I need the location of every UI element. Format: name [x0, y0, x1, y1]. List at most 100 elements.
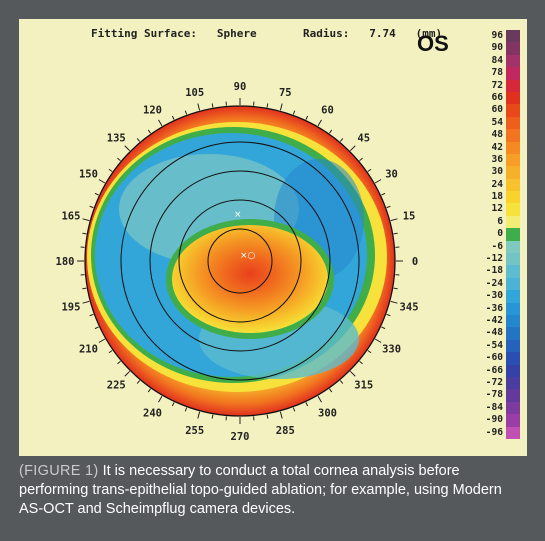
tick-mark: [266, 103, 269, 108]
scale-swatch: [506, 401, 520, 415]
scale-swatch: [506, 290, 520, 303]
tick-mark: [279, 411, 283, 419]
scale-label: -54: [485, 339, 503, 351]
tick-mark: [117, 157, 121, 162]
scale-swatch: [506, 79, 520, 92]
tick-mark: [184, 110, 188, 115]
scale-label: 36: [491, 153, 503, 165]
scale-label: -78: [485, 389, 503, 401]
tick-mark: [367, 350, 372, 354]
angle-label: 150: [79, 169, 98, 181]
tick-mark: [108, 350, 113, 354]
color-scale-bar: [506, 30, 520, 439]
tick-mark: [390, 300, 398, 304]
tick-mark: [211, 414, 214, 419]
scale-label: 6: [497, 215, 503, 227]
angle-label: 330: [382, 344, 401, 356]
scale-swatch: [506, 141, 520, 154]
tick-mark: [339, 138, 344, 142]
scale-swatch: [506, 240, 520, 254]
angle-label: 90: [234, 81, 247, 93]
tick-mark: [94, 192, 99, 196]
angle-label: 345: [400, 301, 419, 313]
angle-label: 105: [185, 87, 204, 99]
scale-label: 90: [491, 42, 503, 54]
tick-mark: [329, 129, 333, 134]
tick-mark: [184, 407, 188, 412]
scale-label: -30: [485, 290, 503, 302]
tick-mark: [359, 360, 363, 365]
scale-swatch: [506, 129, 520, 142]
tick-mark: [393, 287, 398, 290]
scale-swatch: [506, 414, 520, 427]
scale-label: 72: [491, 79, 503, 91]
scale-swatch: [506, 352, 520, 365]
angle-label: 210: [79, 344, 98, 356]
angle-label: 75: [279, 87, 292, 99]
scale-label: -24: [485, 277, 503, 289]
tick-mark: [197, 411, 201, 419]
tick-mark: [374, 338, 382, 343]
tick-mark: [197, 103, 201, 111]
eye-indicator: OS: [417, 31, 449, 56]
scale-label: 78: [491, 67, 503, 79]
angle-label: 255: [185, 425, 204, 437]
scale-label: 54: [491, 116, 503, 128]
scale-label: -36: [485, 302, 503, 314]
angle-label: 225: [107, 380, 126, 392]
scale-label: 30: [491, 166, 503, 178]
angle-label: 165: [61, 211, 80, 223]
tick-mark: [317, 119, 322, 127]
tick-mark: [359, 157, 363, 162]
tick-mark: [390, 218, 398, 222]
scale-label: -90: [485, 414, 503, 426]
angle-label: 120: [143, 104, 162, 116]
scale-label: 42: [491, 141, 503, 153]
angle-label: 315: [354, 380, 373, 392]
ring-2: [178, 199, 302, 323]
angle-label: 180: [56, 256, 75, 268]
scale-label: -84: [485, 401, 503, 413]
scale-label: 96: [491, 30, 503, 41]
tick-mark: [158, 119, 163, 127]
tick-mark: [381, 326, 386, 330]
scale-swatch: [506, 203, 520, 216]
tick-mark: [171, 402, 175, 407]
scale-swatch: [506, 67, 520, 80]
angle-label: 135: [107, 132, 126, 144]
tick-mark: [279, 103, 283, 111]
scale-swatch: [506, 42, 520, 55]
topography-plot: × ×○ 90 75 60 45 30 15 0 345 330 315 300 285 270 255 2…: [19, 19, 527, 456]
scale-swatch: [506, 166, 520, 179]
angle-label: 45: [357, 132, 370, 144]
scale-swatch: [506, 376, 520, 390]
scale-swatch: [506, 265, 520, 278]
scale-label: 48: [491, 129, 503, 141]
scale-label: -96: [485, 426, 503, 438]
scale-label: 60: [491, 104, 503, 116]
angle-labels: 90 75604530150345330315300285270255240225…: [56, 81, 419, 443]
angle-label: 0: [412, 256, 418, 268]
angle-label: 285: [276, 425, 295, 437]
central-steep-zone: [172, 225, 328, 333]
tick-mark: [108, 168, 113, 172]
radius-label: Radius:: [302, 27, 350, 40]
map-header: Fitting Surface: Sphere Radius: 7.74 (mm…: [91, 27, 451, 40]
scale-label: 12: [491, 203, 503, 215]
tick-mark: [386, 313, 391, 317]
scale-swatch: [506, 364, 520, 377]
apex-mark-upper: ×: [234, 210, 242, 220]
tick-mark: [117, 360, 121, 365]
angle-label: 240: [143, 408, 162, 420]
scale-swatch: [506, 30, 520, 43]
tick-mark: [124, 145, 131, 152]
tick-mark: [158, 395, 163, 403]
tick-mark: [147, 129, 151, 134]
tick-mark: [98, 338, 106, 343]
tick-mark: [329, 388, 333, 393]
ring-3: [149, 170, 331, 352]
tick-mark: [386, 205, 391, 209]
scale-label: 18: [491, 191, 503, 203]
scale-label: -6: [491, 240, 503, 252]
